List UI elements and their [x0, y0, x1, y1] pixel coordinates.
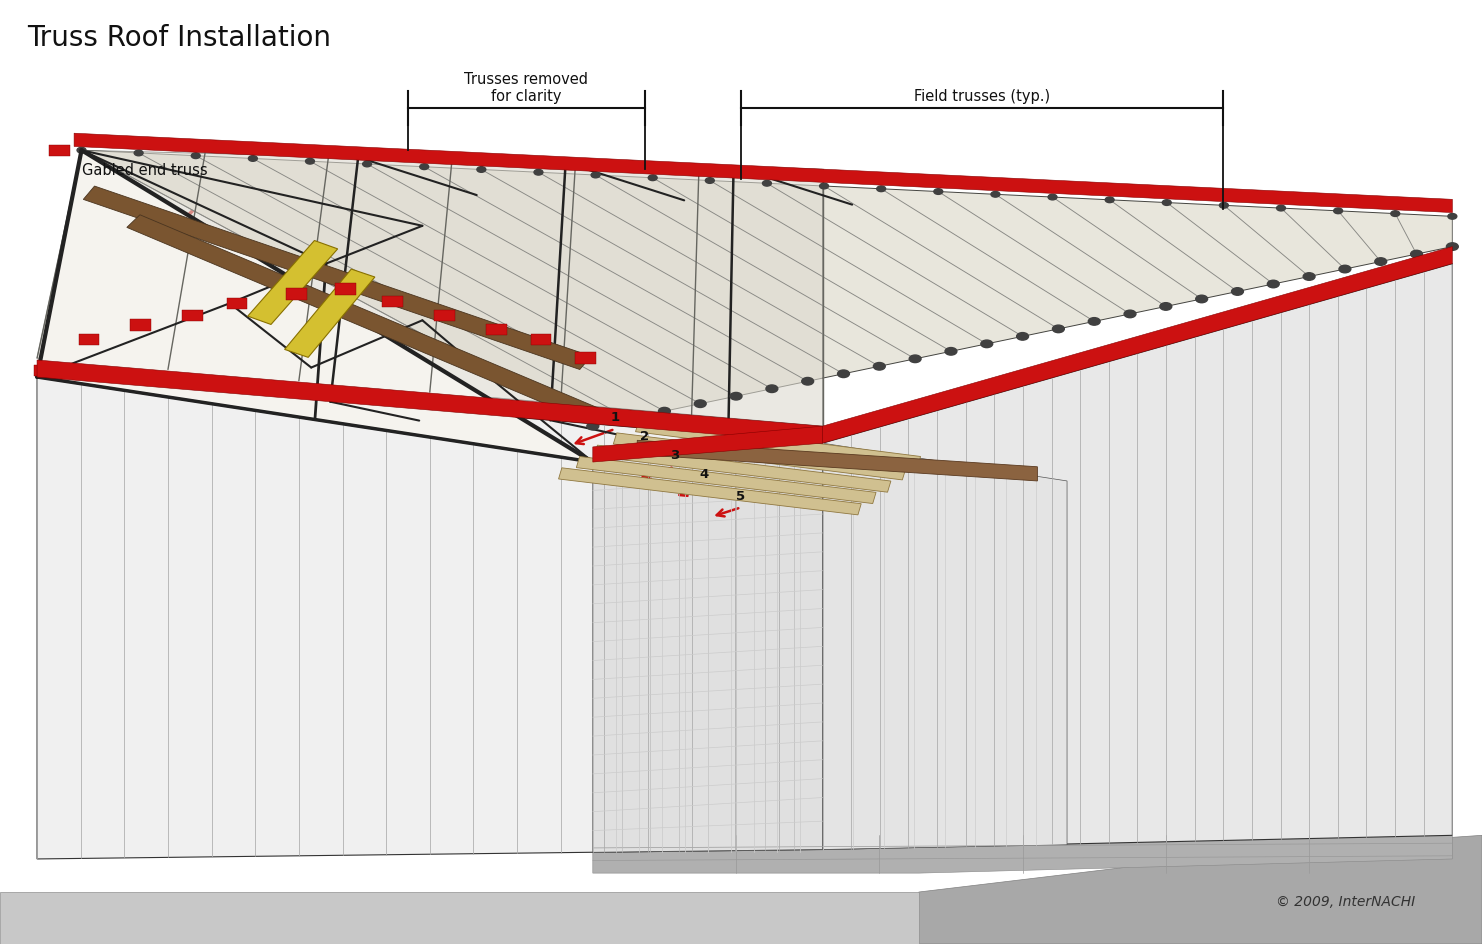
- Polygon shape: [74, 134, 1452, 213]
- Text: Trusses removed
for clarity: Trusses removed for clarity: [464, 72, 588, 104]
- Bar: [575, 353, 596, 364]
- Circle shape: [1106, 198, 1114, 204]
- Polygon shape: [576, 457, 876, 504]
- Polygon shape: [919, 835, 1482, 944]
- Polygon shape: [37, 151, 593, 463]
- Circle shape: [1123, 311, 1135, 318]
- Circle shape: [1276, 206, 1285, 211]
- Circle shape: [1446, 244, 1458, 251]
- Bar: [531, 334, 551, 346]
- Polygon shape: [37, 361, 823, 444]
- Circle shape: [908, 356, 922, 363]
- Bar: [49, 145, 70, 157]
- Circle shape: [1411, 251, 1423, 259]
- Bar: [434, 311, 455, 322]
- Polygon shape: [823, 444, 1067, 850]
- Polygon shape: [593, 427, 823, 463]
- Polygon shape: [37, 151, 823, 427]
- Circle shape: [981, 341, 993, 348]
- Circle shape: [305, 160, 314, 165]
- Circle shape: [731, 393, 742, 400]
- Circle shape: [1160, 303, 1172, 311]
- Circle shape: [1448, 214, 1457, 220]
- Text: Field trusses (typ.): Field trusses (typ.): [914, 89, 1049, 104]
- Circle shape: [534, 170, 542, 176]
- Circle shape: [1334, 209, 1343, 214]
- Polygon shape: [637, 441, 1037, 481]
- Polygon shape: [247, 242, 338, 325]
- Polygon shape: [0, 892, 919, 944]
- Circle shape: [1390, 211, 1399, 217]
- Circle shape: [1162, 200, 1171, 206]
- Bar: [286, 289, 307, 300]
- Text: 3: 3: [670, 448, 679, 462]
- Text: © 2009, InterNACHI: © 2009, InterNACHI: [1276, 894, 1415, 908]
- Circle shape: [363, 162, 372, 168]
- Circle shape: [249, 157, 258, 162]
- Polygon shape: [37, 378, 823, 859]
- Circle shape: [1196, 295, 1208, 303]
- Polygon shape: [127, 215, 599, 422]
- Circle shape: [1088, 318, 1100, 326]
- Circle shape: [1303, 274, 1315, 281]
- Bar: [182, 311, 203, 322]
- Bar: [227, 298, 247, 310]
- Bar: [486, 325, 507, 336]
- Circle shape: [622, 415, 634, 423]
- Circle shape: [77, 148, 86, 154]
- Circle shape: [591, 173, 600, 178]
- Polygon shape: [593, 444, 823, 852]
- Circle shape: [762, 181, 771, 187]
- Text: 5: 5: [737, 489, 745, 502]
- Polygon shape: [614, 433, 906, 480]
- Bar: [79, 334, 99, 346]
- Polygon shape: [285, 270, 375, 358]
- Circle shape: [1375, 259, 1387, 266]
- Circle shape: [877, 187, 886, 193]
- Circle shape: [1017, 333, 1029, 341]
- Circle shape: [837, 371, 849, 379]
- Text: 1: 1: [611, 411, 619, 424]
- Circle shape: [1267, 281, 1279, 289]
- Circle shape: [587, 423, 599, 430]
- Polygon shape: [636, 421, 920, 468]
- Circle shape: [820, 184, 828, 190]
- Circle shape: [934, 190, 943, 195]
- Circle shape: [648, 176, 657, 181]
- Circle shape: [1048, 195, 1057, 201]
- Circle shape: [1220, 203, 1229, 209]
- Polygon shape: [559, 468, 861, 515]
- Circle shape: [694, 400, 705, 408]
- Bar: [130, 320, 151, 331]
- Circle shape: [135, 151, 144, 157]
- Circle shape: [1232, 289, 1243, 296]
- Circle shape: [766, 385, 778, 393]
- Polygon shape: [594, 446, 891, 493]
- Bar: [335, 284, 356, 295]
- Circle shape: [873, 363, 885, 371]
- Circle shape: [419, 164, 428, 171]
- Circle shape: [705, 178, 714, 184]
- Text: Gabled end truss: Gabled end truss: [82, 162, 207, 177]
- Bar: [382, 296, 403, 308]
- Circle shape: [1052, 326, 1064, 333]
- Text: 2: 2: [640, 430, 649, 443]
- Polygon shape: [82, 151, 1452, 427]
- Circle shape: [991, 193, 1000, 198]
- Bar: [34, 365, 55, 377]
- Polygon shape: [83, 187, 591, 370]
- Text: Truss Roof Installation: Truss Roof Installation: [27, 24, 330, 52]
- Circle shape: [191, 154, 200, 160]
- Polygon shape: [593, 835, 1452, 873]
- Circle shape: [946, 348, 957, 356]
- Polygon shape: [823, 264, 1452, 850]
- Text: 4: 4: [700, 467, 708, 480]
- Polygon shape: [823, 247, 1452, 444]
- Circle shape: [477, 167, 486, 173]
- Circle shape: [1338, 266, 1352, 274]
- Circle shape: [658, 408, 670, 415]
- Circle shape: [802, 379, 814, 385]
